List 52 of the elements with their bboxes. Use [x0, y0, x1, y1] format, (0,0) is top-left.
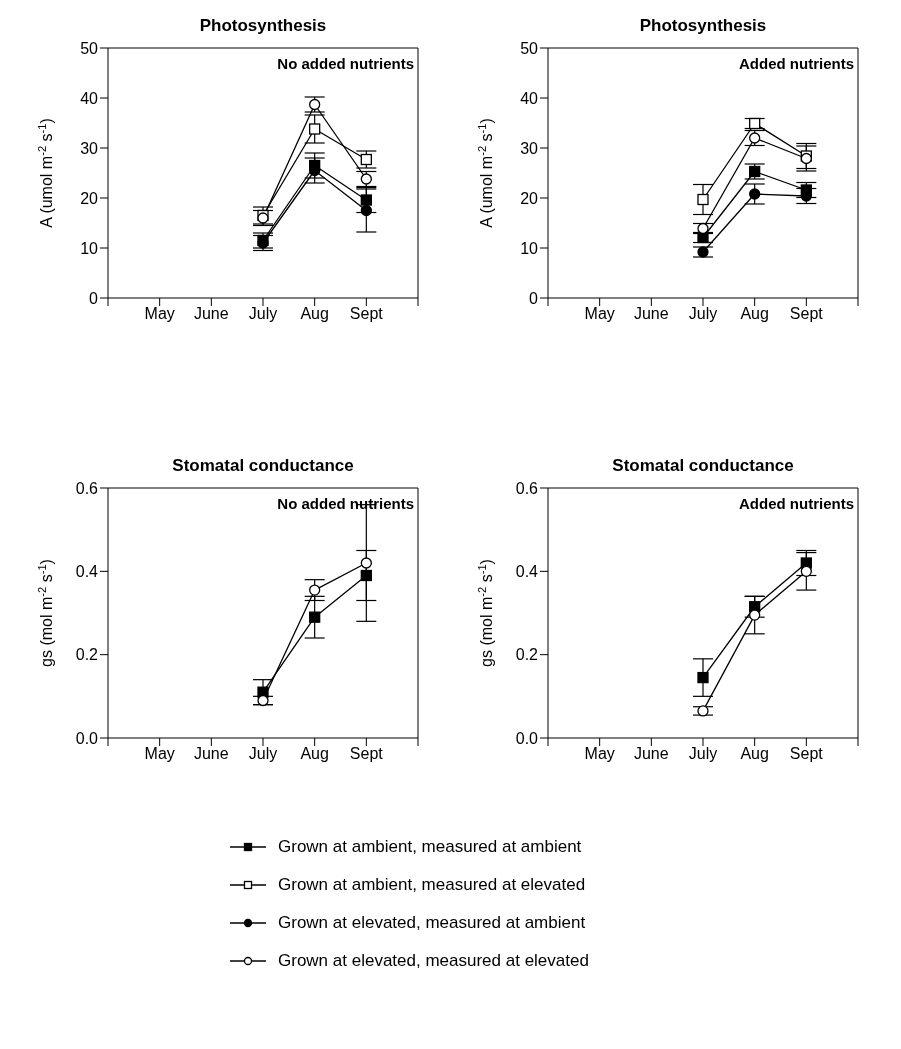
- legend-label: Grown at ambient, measured at elevated: [278, 875, 586, 895]
- y-tick-label: 0.6: [515, 479, 539, 497]
- annotation: No added nutrients: [277, 495, 414, 512]
- x-tick-label: July: [688, 305, 718, 323]
- y-tick-label: 0: [529, 289, 539, 307]
- x-tick-label: June: [633, 745, 669, 763]
- chart-title: Stomatal conductance: [611, 456, 795, 476]
- y-tick-label: 10: [80, 239, 99, 257]
- y-tick-label: 50: [80, 39, 99, 57]
- x-tick-label: Sept: [349, 305, 384, 323]
- y-tick-label: 0.6: [75, 479, 99, 497]
- x-tick-label: Sept: [349, 745, 384, 763]
- y-tick-label: 30: [80, 139, 99, 157]
- x-tick-label: June: [193, 745, 229, 763]
- x-tick-label: July: [688, 745, 718, 763]
- chart-title: Photosynthesis: [198, 16, 328, 36]
- x-tick-label: May: [144, 305, 175, 323]
- y-tick-label: 0.4: [515, 563, 539, 581]
- x-tick-label: May: [584, 305, 615, 323]
- x-tick-label: May: [584, 745, 615, 763]
- x-tick-label: Aug: [740, 305, 769, 323]
- y-tick-label: 40: [80, 89, 99, 107]
- legend-label: Grown at elevated, measured at elevated: [278, 951, 589, 971]
- y-tick-label: 20: [80, 189, 99, 207]
- x-tick-label: Aug: [300, 305, 329, 323]
- chart-title: Stomatal conductance: [171, 456, 355, 476]
- x-tick-label: July: [248, 305, 278, 323]
- x-tick-label: July: [248, 745, 278, 763]
- y-tick-label: 0.0: [75, 729, 99, 747]
- x-tick-label: Sept: [789, 745, 824, 763]
- y-tick-label: 40: [520, 89, 539, 107]
- annotation: Added nutrients: [739, 495, 854, 512]
- annotation: No added nutrients: [277, 55, 414, 72]
- y-tick-label: 0.2: [515, 646, 539, 664]
- y-tick-label: 30: [520, 139, 539, 157]
- y-tick-label: 10: [520, 239, 539, 257]
- y-tick-label: 0.2: [75, 646, 99, 664]
- x-tick-label: Aug: [740, 745, 769, 763]
- y-tick-label: 0.4: [75, 563, 99, 581]
- legend-label: Grown at ambient, measured at ambient: [278, 837, 582, 857]
- y-tick-label: 20: [520, 189, 539, 207]
- y-tick-label: 50: [520, 39, 539, 57]
- x-tick-label: Aug: [300, 745, 329, 763]
- legend-label: Grown at elevated, measured at ambient: [278, 913, 586, 933]
- y-tick-label: 0: [89, 289, 99, 307]
- x-tick-label: May: [144, 745, 175, 763]
- y-tick-label: 0.0: [515, 729, 539, 747]
- chart-title: Photosynthesis: [638, 16, 768, 36]
- x-tick-label: June: [193, 305, 229, 323]
- x-tick-label: June: [633, 305, 669, 323]
- annotation: Added nutrients: [739, 55, 854, 72]
- x-tick-label: Sept: [789, 305, 824, 323]
